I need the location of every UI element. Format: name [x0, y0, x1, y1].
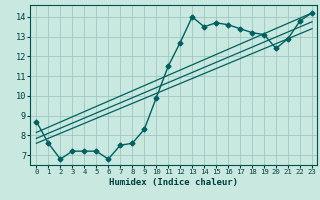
X-axis label: Humidex (Indice chaleur): Humidex (Indice chaleur)	[109, 178, 238, 187]
